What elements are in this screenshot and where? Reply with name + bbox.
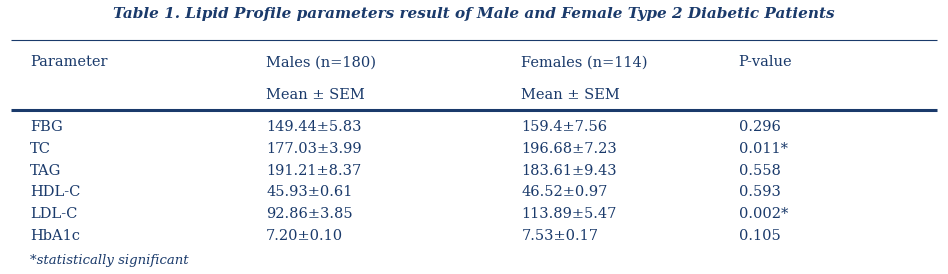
Text: 177.03±3.99: 177.03±3.99 — [266, 142, 362, 156]
Text: Females (n=114): Females (n=114) — [521, 55, 647, 69]
Text: 92.86±3.85: 92.86±3.85 — [266, 207, 353, 221]
Text: FBG: FBG — [29, 120, 63, 134]
Text: HbA1c: HbA1c — [29, 229, 80, 243]
Text: 0.011*: 0.011* — [738, 142, 788, 156]
Text: 159.4±7.56: 159.4±7.56 — [521, 120, 608, 134]
Text: 149.44±5.83: 149.44±5.83 — [266, 120, 361, 134]
Text: Parameter: Parameter — [29, 55, 107, 69]
Text: 196.68±7.23: 196.68±7.23 — [521, 142, 617, 156]
Text: 191.21±8.37: 191.21±8.37 — [266, 164, 361, 178]
Text: Mean ± SEM: Mean ± SEM — [266, 88, 365, 102]
Text: 0.002*: 0.002* — [738, 207, 788, 221]
Text: HDL-C: HDL-C — [29, 185, 81, 199]
Text: 0.296: 0.296 — [738, 120, 780, 134]
Text: LDL-C: LDL-C — [29, 207, 77, 221]
Text: 113.89±5.47: 113.89±5.47 — [521, 207, 616, 221]
Text: Table 1. Lipid Profile parameters result of Male and Female Type 2 Diabetic Pati: Table 1. Lipid Profile parameters result… — [113, 7, 835, 21]
Text: 7.53±0.17: 7.53±0.17 — [521, 229, 598, 243]
Text: 0.558: 0.558 — [738, 164, 780, 178]
Text: Mean ± SEM: Mean ± SEM — [521, 88, 620, 102]
Text: 183.61±9.43: 183.61±9.43 — [521, 164, 617, 178]
Text: 7.20±0.10: 7.20±0.10 — [266, 229, 343, 243]
Text: P-value: P-value — [738, 55, 793, 69]
Text: *statistically significant: *statistically significant — [29, 254, 189, 267]
Text: Males (n=180): Males (n=180) — [266, 55, 376, 69]
Text: 0.105: 0.105 — [738, 229, 780, 243]
Text: 46.52±0.97: 46.52±0.97 — [521, 185, 608, 199]
Text: 0.593: 0.593 — [738, 185, 780, 199]
Text: TC: TC — [29, 142, 51, 156]
Text: TAG: TAG — [29, 164, 61, 178]
Text: 45.93±0.61: 45.93±0.61 — [266, 185, 353, 199]
